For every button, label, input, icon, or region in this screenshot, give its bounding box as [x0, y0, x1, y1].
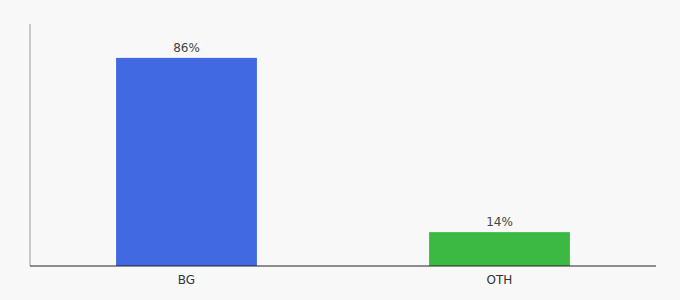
x-tick-label: OTH — [487, 273, 513, 287]
x-axis-line — [30, 266, 656, 267]
y-axis-line — [30, 24, 31, 266]
data-label: 14% — [486, 215, 513, 229]
bar — [116, 58, 257, 266]
chart-svg: 86% 14% BG OTH — [0, 0, 680, 300]
data-label: 86% — [173, 41, 200, 55]
x-tick-label: BG — [178, 273, 195, 287]
bar — [429, 232, 570, 266]
chart-container: 86% 14% BG OTH — [0, 0, 680, 300]
bars — [116, 58, 570, 266]
